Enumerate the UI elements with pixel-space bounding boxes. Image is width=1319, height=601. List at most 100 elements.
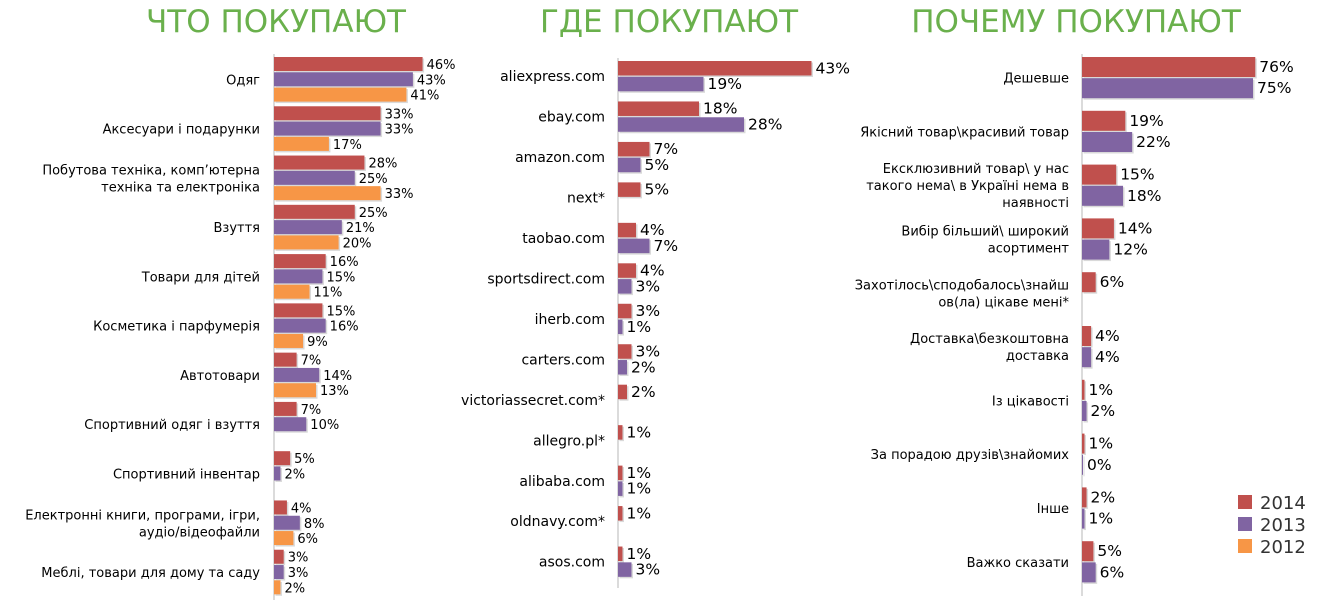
bar-2014 (1082, 379, 1085, 400)
bar-2014 (618, 546, 623, 562)
data-label: 6% (297, 532, 318, 547)
category-label: aliexpress.com (500, 69, 605, 85)
data-label: 19% (708, 75, 742, 93)
data-label: 11% (314, 286, 343, 301)
category-label: oldnavy.com* (510, 514, 605, 530)
bar-2013 (1082, 562, 1096, 583)
data-label: 3% (288, 566, 309, 581)
bar-2014 (618, 263, 636, 278)
category-label: Автотовари (180, 369, 260, 384)
data-label: 4% (291, 501, 312, 516)
category-label: Електронні книги, програми, ігри, аудіо/в… (25, 508, 260, 540)
bar-2013 (1082, 401, 1087, 421)
data-label: 1% (627, 504, 652, 522)
data-label: 3% (636, 302, 661, 320)
data-label: 4% (1095, 327, 1120, 345)
data-label: 1% (627, 464, 652, 482)
bar-2013 (274, 72, 413, 87)
bar-2013 (1082, 508, 1085, 529)
bar-2013 (274, 565, 284, 580)
data-label: 43% (816, 59, 850, 77)
bar-2014 (618, 141, 650, 157)
bar-2014 (274, 500, 287, 515)
bar-2014 (618, 182, 641, 197)
data-label: 3% (636, 277, 661, 295)
bar-2013 (274, 367, 320, 382)
data-label: 2% (284, 581, 305, 596)
bar-2013 (274, 269, 323, 284)
bar-2013 (274, 515, 300, 530)
category-label: Дешевше (1003, 72, 1069, 87)
data-label: 6% (1100, 273, 1125, 291)
bar-2014 (1082, 487, 1087, 508)
bar-2014 (618, 506, 623, 521)
bar-shadow (1083, 381, 1086, 402)
category-label: Спортивний інвентар (113, 467, 260, 482)
bar-2014 (274, 303, 323, 318)
data-label: 25% (359, 206, 388, 221)
bar-2014 (1082, 326, 1092, 346)
bar-2014 (274, 106, 381, 121)
bar-2014 (1082, 272, 1096, 293)
data-label: 7% (301, 354, 322, 369)
data-label: 19% (1129, 112, 1163, 130)
data-label: 18% (703, 100, 737, 118)
bar-2014 (618, 222, 636, 238)
panel-title-what: ЧТО ПОКУПАЮТ (146, 4, 407, 40)
bar-2014 (618, 465, 623, 481)
bar-2013 (274, 466, 281, 481)
bar-2013 (618, 238, 650, 254)
category-label: next* (567, 191, 605, 207)
legend-label: 2012 (1260, 537, 1306, 558)
bar-2013 (618, 76, 704, 92)
data-label: 43% (417, 73, 446, 88)
bar-2013 (618, 157, 641, 173)
data-label: 15% (326, 304, 355, 319)
bar-2014 (1082, 57, 1256, 77)
category-label: amazon.com (515, 150, 605, 166)
bar-2012 (274, 136, 329, 151)
category-label: Доставка\безкоштовна доставка (910, 332, 1069, 364)
bar-2012 (274, 87, 407, 102)
data-label: 5% (1097, 542, 1122, 560)
data-label: 4% (640, 221, 665, 239)
category-label: Захотілось\сподобалось\знайш ов(ла) цікав… (855, 278, 1070, 310)
legend-swatch-2014 (1238, 495, 1252, 509)
category-label: Косметика і парфумерія (93, 320, 260, 335)
data-label: 41% (410, 89, 439, 104)
category-label: Якісний товар\красивий товар (860, 125, 1069, 140)
category-label: asos.com (539, 555, 605, 571)
panel-title-where: ГДЕ ПОКУПАЮТ (540, 4, 799, 40)
bar-2012 (274, 333, 304, 348)
data-label: 12% (1113, 241, 1147, 259)
data-label: 2% (284, 467, 305, 482)
data-label: 1% (627, 423, 652, 441)
category-label: Інше (1037, 502, 1069, 517)
bar-2013 (1082, 78, 1253, 99)
data-label: 2% (1091, 402, 1116, 420)
bar-2014 (1082, 218, 1114, 239)
data-label: 28% (368, 157, 397, 172)
bar-2014 (1082, 433, 1085, 454)
data-label: 14% (1118, 219, 1152, 237)
data-label: 1% (1089, 381, 1114, 399)
bar-2014 (618, 61, 812, 76)
category-label: victoriassecret.com* (461, 393, 605, 409)
bar-2014 (618, 384, 627, 400)
bar-2013 (1082, 239, 1110, 260)
bar-2013 (274, 318, 326, 333)
bar-2012 (274, 284, 310, 299)
data-label: 1% (627, 545, 652, 563)
bar-2014 (274, 254, 326, 269)
bar-2014 (274, 549, 284, 564)
data-label: 5% (645, 156, 670, 174)
bar-2014 (618, 344, 632, 359)
data-label: 1% (1089, 435, 1114, 453)
bar-2014 (1082, 164, 1117, 185)
bar-2013 (618, 319, 623, 335)
data-label: 33% (385, 107, 414, 122)
category-label: Взуття (214, 221, 261, 236)
category-label: ebay.com (538, 110, 605, 126)
